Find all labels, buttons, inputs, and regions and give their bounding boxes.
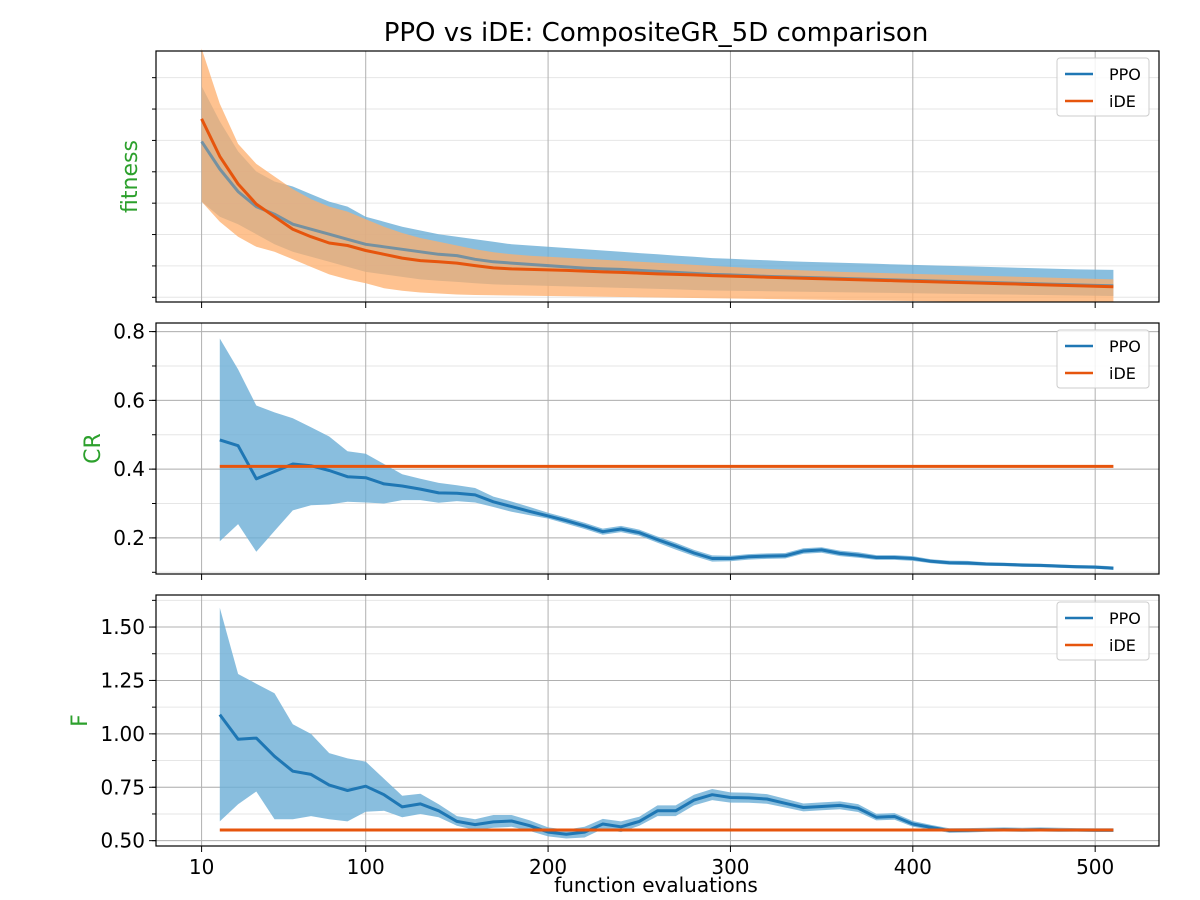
subplot-f: 0.50 0.75 1.00 1.25 1.50 10 100 200 300 400 500 F PP… bbox=[68, 594, 1160, 879]
y-tick-label: 1.50 bbox=[100, 615, 145, 639]
legend: PPO iDE bbox=[1056, 601, 1150, 661]
y-tick-label: 0.4 bbox=[113, 457, 145, 481]
y-tick-label: 0.8 bbox=[113, 320, 145, 344]
legend-label-ide: iDE bbox=[1109, 636, 1136, 655]
legend: PPO iDE bbox=[1056, 57, 1150, 117]
x-tick-label: 100 bbox=[347, 855, 385, 879]
y-axis-label: CR bbox=[81, 433, 106, 464]
legend: PPO iDE bbox=[1056, 329, 1150, 389]
axes-frame bbox=[155, 322, 1160, 575]
y-tick-label: 1.25 bbox=[100, 668, 145, 692]
y-tick-label: 0.75 bbox=[100, 775, 145, 799]
y-tick-label: 0.50 bbox=[100, 829, 145, 853]
axes-frame bbox=[155, 50, 1160, 303]
chart-title: PPO vs iDE: CompositeGR_5D comparison bbox=[384, 18, 929, 48]
y-axis-label: F bbox=[68, 714, 93, 727]
y-tick-label: 0.2 bbox=[113, 526, 145, 550]
x-tick-label: 400 bbox=[894, 855, 932, 879]
subplots: fitness PPO iDE 0.2 0.4 0.6 0.8 CR PPO iDE 0.50 0.7… bbox=[68, 48, 1160, 879]
x-tick-label: 200 bbox=[529, 855, 567, 879]
y-tick-label: 1.00 bbox=[100, 722, 145, 746]
x-axis-label: function evaluations bbox=[554, 873, 758, 897]
legend-label-ppo: PPO bbox=[1109, 337, 1141, 356]
y-tick-label: 0.6 bbox=[113, 388, 145, 412]
subplot-cr: 0.2 0.4 0.6 0.8 CR PPO iDE bbox=[81, 320, 1160, 580]
x-tick-label: 300 bbox=[711, 855, 749, 879]
subplot-fitness: fitness PPO iDE bbox=[118, 48, 1160, 308]
legend-label-ppo: PPO bbox=[1109, 65, 1141, 84]
legend-label-ide: iDE bbox=[1109, 92, 1136, 111]
series-line-ppo bbox=[219, 438, 1114, 570]
x-tick-label: 10 bbox=[189, 855, 214, 879]
x-tick-label: 500 bbox=[1076, 855, 1114, 879]
series-line-ide bbox=[200, 118, 1114, 289]
legend-label-ppo: PPO bbox=[1109, 609, 1141, 628]
y-axis-label: fitness bbox=[118, 140, 143, 213]
legend-label-ide: iDE bbox=[1109, 364, 1136, 383]
axes-frame bbox=[155, 594, 1160, 847]
confidence-band-ppo bbox=[219, 607, 1114, 839]
